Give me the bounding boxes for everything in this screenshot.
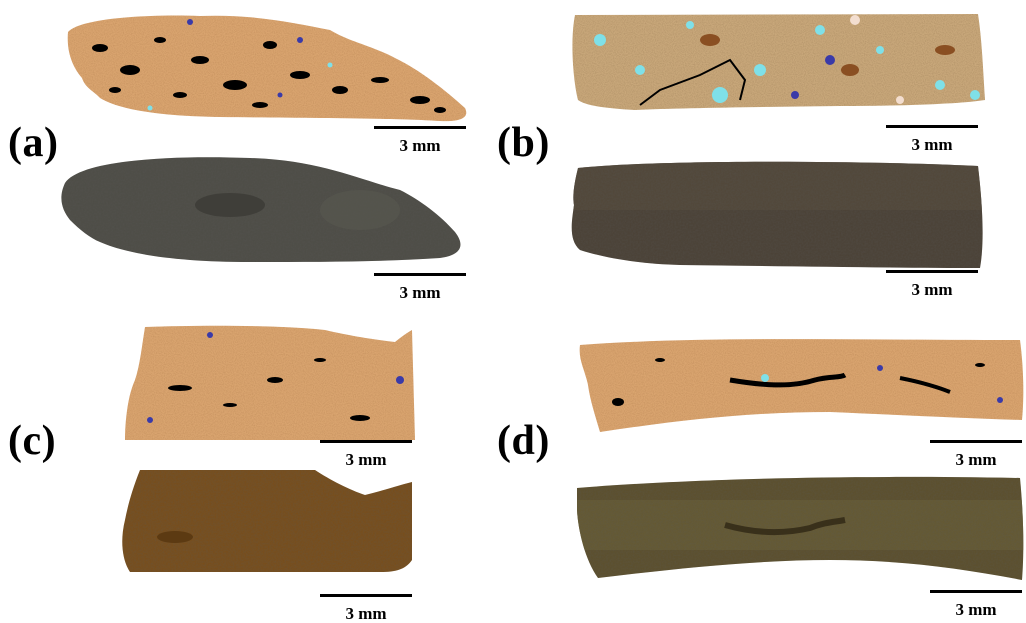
panel-label-b: (b) <box>497 120 550 166</box>
scale-bar-b-bottom: 3 mm <box>886 270 978 298</box>
scale-bar-line <box>374 273 466 276</box>
panel-label-a: (a) <box>8 120 59 166</box>
panel-label-d: (d) <box>497 418 550 464</box>
optical-image-c <box>122 470 412 572</box>
scale-bar-label: 3 mm <box>911 280 953 299</box>
scale-bar-line <box>320 440 412 443</box>
scale-bar-label: 3 mm <box>955 450 997 469</box>
scale-bar-label: 3 mm <box>911 135 953 154</box>
mineral-map-c <box>125 325 415 440</box>
scale-bar-line <box>320 594 412 597</box>
optical-image-b <box>571 161 983 268</box>
scale-bar-b-top: 3 mm <box>886 125 978 153</box>
panel-label-c: (c) <box>8 418 57 464</box>
scale-bar-label: 3 mm <box>345 604 387 623</box>
scale-bar-c-top: 3 mm <box>320 440 412 468</box>
scale-bar-label: 3 mm <box>399 283 441 302</box>
scale-bar-c-bottom: 3 mm <box>320 594 412 622</box>
scale-bar-d-bottom: 3 mm <box>930 590 1022 618</box>
scale-bar-a-bottom: 3 mm <box>374 273 466 301</box>
scale-bar-line <box>886 125 978 128</box>
mineral-map-b <box>572 14 985 110</box>
scale-bar-label: 3 mm <box>955 600 997 619</box>
optical-image-d <box>577 476 1024 580</box>
scale-bar-line <box>886 270 978 273</box>
scale-bar-d-top: 3 mm <box>930 440 1022 468</box>
scale-bar-label: 3 mm <box>399 136 441 155</box>
mineral-map-d <box>579 339 1024 432</box>
mineral-map-a <box>67 15 467 122</box>
scale-bar-line <box>930 590 1022 593</box>
scale-bar-line <box>930 440 1022 443</box>
scale-bar-a-top: 3 mm <box>374 126 466 154</box>
scale-bar-label: 3 mm <box>345 450 387 469</box>
scale-bar-line <box>374 126 466 129</box>
optical-image-a <box>61 157 461 262</box>
